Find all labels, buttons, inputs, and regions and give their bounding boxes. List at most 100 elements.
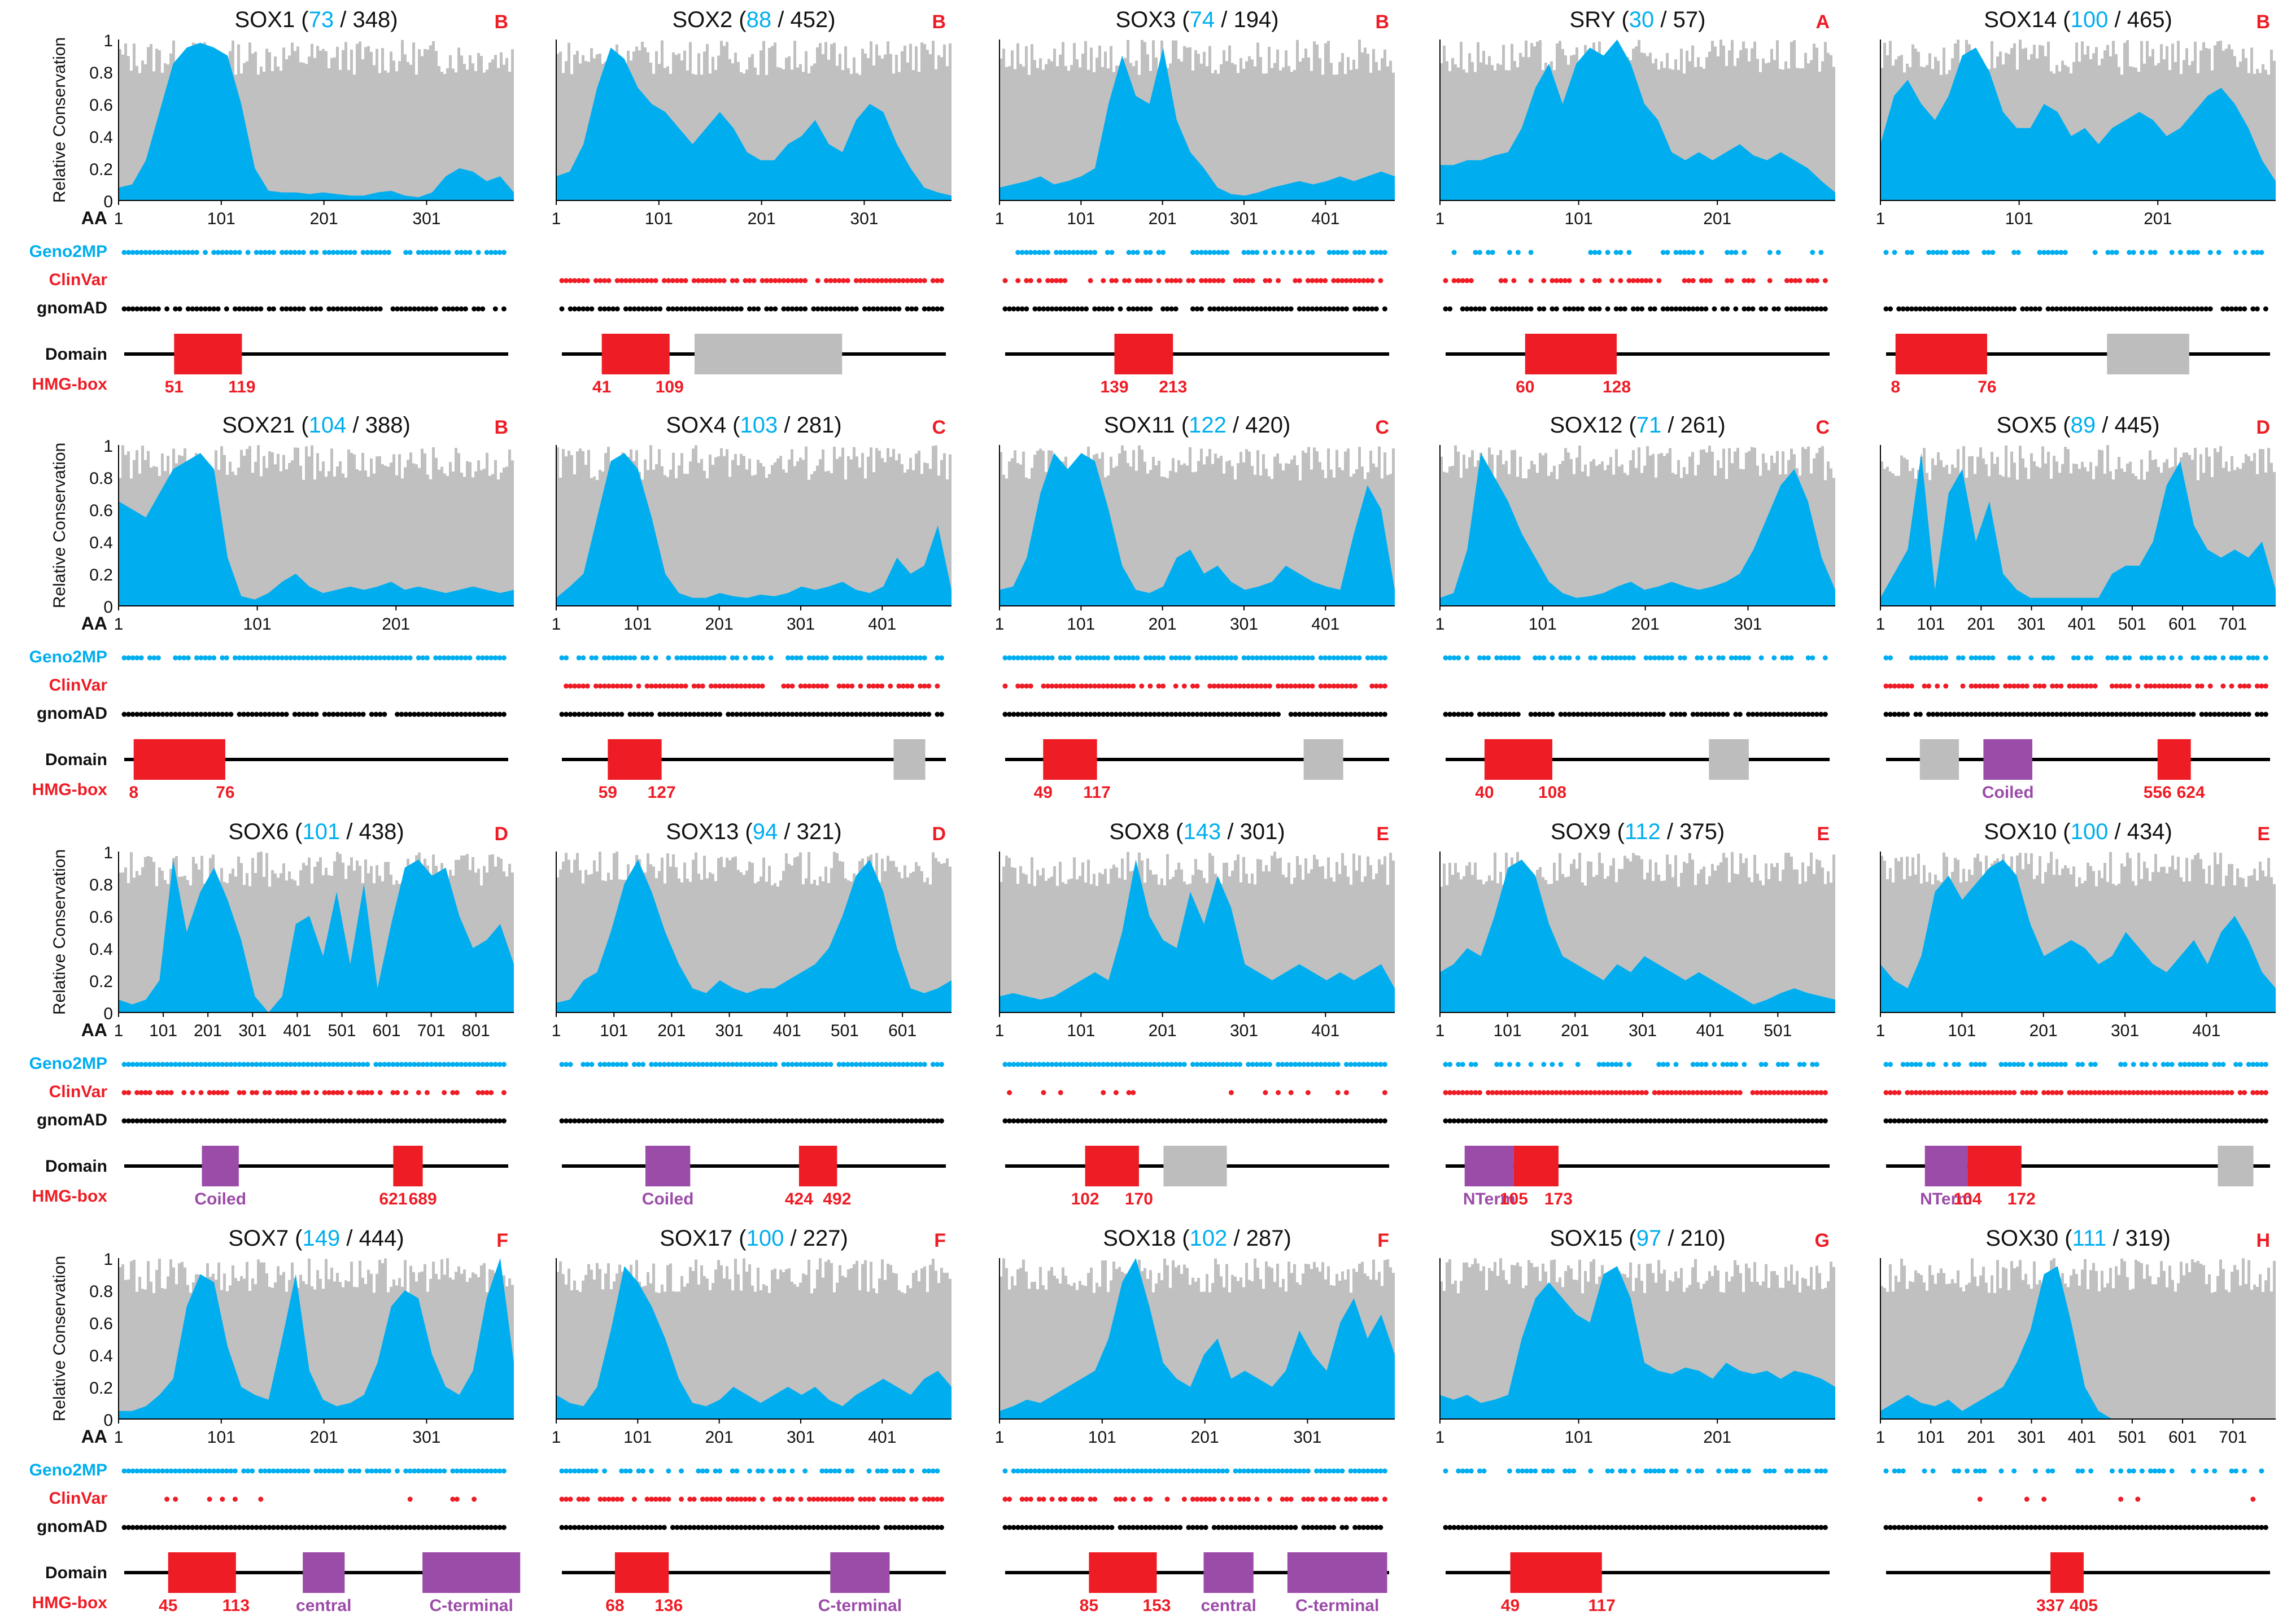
title-length: / 57) bbox=[1654, 7, 1705, 32]
gnomad-dot bbox=[1583, 711, 1589, 717]
gnomad-dot bbox=[1571, 306, 1577, 312]
geno2mp-dot bbox=[134, 655, 140, 661]
gnomad-dot bbox=[892, 711, 897, 717]
gnomad-dot bbox=[1682, 711, 1687, 717]
clinvar-dot bbox=[1596, 278, 1602, 283]
geno2mp-dot bbox=[589, 655, 595, 661]
geno2mp-dot bbox=[245, 250, 251, 255]
gnomad-dot bbox=[653, 306, 658, 312]
geno2mp-dot bbox=[883, 1468, 889, 1474]
geno2mp-dot bbox=[2157, 655, 2162, 661]
gnomad-dot bbox=[360, 306, 366, 312]
gnomad-dot bbox=[224, 711, 229, 717]
geno2mp-dot bbox=[679, 655, 684, 661]
gnomad-dot bbox=[1305, 306, 1311, 312]
geno2mp-dot bbox=[121, 655, 127, 661]
x-tick-label: 301 bbox=[2017, 615, 2045, 634]
gnomad-dot bbox=[2203, 306, 2209, 312]
geno2mp-dot bbox=[1699, 655, 1704, 661]
x-tick-label: 101 bbox=[207, 209, 235, 228]
conservation-area bbox=[1000, 453, 1395, 606]
geno2mp-dot bbox=[1810, 250, 1815, 255]
gnomad-dot bbox=[399, 306, 404, 312]
gnomad-dot bbox=[1930, 306, 1936, 312]
geno2mp-dot bbox=[1745, 1468, 1751, 1474]
gnomad-dot bbox=[1113, 711, 1119, 717]
geno2mp-dot bbox=[352, 250, 357, 255]
clinvar-dot bbox=[1373, 1496, 1379, 1502]
geno2mp-dot bbox=[1515, 250, 1521, 255]
row-label-geno2mp: Geno2MP bbox=[29, 648, 107, 666]
gnomad-dot bbox=[1520, 306, 1525, 312]
x-tick-label: 201 bbox=[310, 1428, 338, 1447]
x-tick-label: 1 bbox=[552, 1428, 561, 1447]
x-tick-label: 501 bbox=[1764, 1021, 1792, 1040]
hmg-start-label: 51 bbox=[165, 378, 184, 396]
gnomad-dot bbox=[164, 711, 170, 717]
gnomad-dot bbox=[1105, 711, 1110, 717]
gnomad-dot bbox=[1092, 306, 1098, 312]
geno2mp-dot bbox=[2080, 1062, 2085, 1067]
geno2mp-dot bbox=[1228, 655, 1234, 661]
gnomad-dot bbox=[1822, 1118, 1828, 1124]
geno2mp-dot bbox=[1092, 655, 1098, 661]
geno2mp-dot bbox=[309, 250, 315, 255]
gnomad-dot bbox=[1369, 306, 1375, 312]
gnomad-dot bbox=[696, 711, 701, 717]
gnomad-dot bbox=[326, 711, 332, 717]
clinvar-dot bbox=[896, 278, 902, 283]
clinvar-dot bbox=[2080, 683, 2085, 689]
clinvar-dot bbox=[1348, 683, 1354, 689]
hmg-end-label: 117 bbox=[1588, 1596, 1616, 1615]
clinvar-dot bbox=[1105, 683, 1110, 689]
x-tick-label: 301 bbox=[1734, 615, 1762, 634]
clinvar-dot bbox=[1550, 278, 1555, 283]
geno2mp-dot bbox=[1596, 250, 1602, 255]
geno2mp-dot bbox=[1926, 655, 1932, 661]
clinvar-dot bbox=[1224, 683, 1230, 689]
geno2mp-dot bbox=[347, 250, 353, 255]
gnomad-dot bbox=[1228, 306, 1234, 312]
gnomad-dot bbox=[726, 711, 731, 717]
geno2mp-dot bbox=[1105, 250, 1110, 255]
hmg-start-label: 104 bbox=[1953, 1190, 1982, 1208]
gnomad-dot bbox=[250, 711, 255, 717]
clinvar-dot bbox=[619, 1496, 625, 1502]
geno2mp-dot bbox=[1943, 655, 1949, 661]
geno2mp-dot bbox=[2071, 655, 2076, 661]
domain-label: Coiled bbox=[194, 1190, 246, 1208]
geno2mp-dot bbox=[1007, 655, 1012, 661]
gnomad-dot bbox=[781, 306, 787, 312]
clinvar-dot bbox=[734, 278, 740, 283]
geno2mp-dot bbox=[446, 250, 451, 255]
gnomad-dot bbox=[751, 306, 757, 312]
gnomad-dot bbox=[2182, 306, 2188, 312]
clinvar-dot bbox=[1784, 278, 1790, 283]
clinvar-dot bbox=[1305, 1090, 1311, 1095]
geno2mp-dot bbox=[407, 655, 413, 661]
gnomad-dot bbox=[614, 711, 620, 717]
geno2mp-dot bbox=[935, 655, 940, 661]
gnomad-dot bbox=[841, 711, 846, 717]
gnomad-dot bbox=[896, 306, 902, 312]
x-tick-label: 1 bbox=[1876, 209, 1886, 228]
geno2mp-dot bbox=[501, 655, 507, 661]
geno2mp-dot bbox=[2028, 1062, 2034, 1067]
gnomad-dot bbox=[501, 711, 507, 717]
title-n_species: 89 bbox=[2071, 413, 2096, 438]
geno2mp-dot bbox=[305, 1468, 311, 1474]
geno2mp-dot bbox=[1194, 655, 1200, 661]
gnomad-dot bbox=[198, 711, 204, 717]
gnomad-dot bbox=[1147, 306, 1153, 312]
domain-label: C-terminal bbox=[818, 1596, 902, 1615]
x-tick-label: 1 bbox=[1435, 1428, 1445, 1447]
geno2mp-dot bbox=[446, 655, 451, 661]
geno2mp-dot bbox=[1801, 1062, 1807, 1067]
domain-label: central bbox=[296, 1596, 351, 1615]
geno2mp-dot bbox=[2177, 250, 2183, 255]
clinvar-dot bbox=[858, 278, 863, 283]
gnomad-dot bbox=[1318, 306, 1324, 312]
gnomad-dot bbox=[330, 306, 336, 312]
clinvar-dot bbox=[1352, 278, 1358, 283]
gnomad-dot bbox=[2263, 711, 2268, 717]
